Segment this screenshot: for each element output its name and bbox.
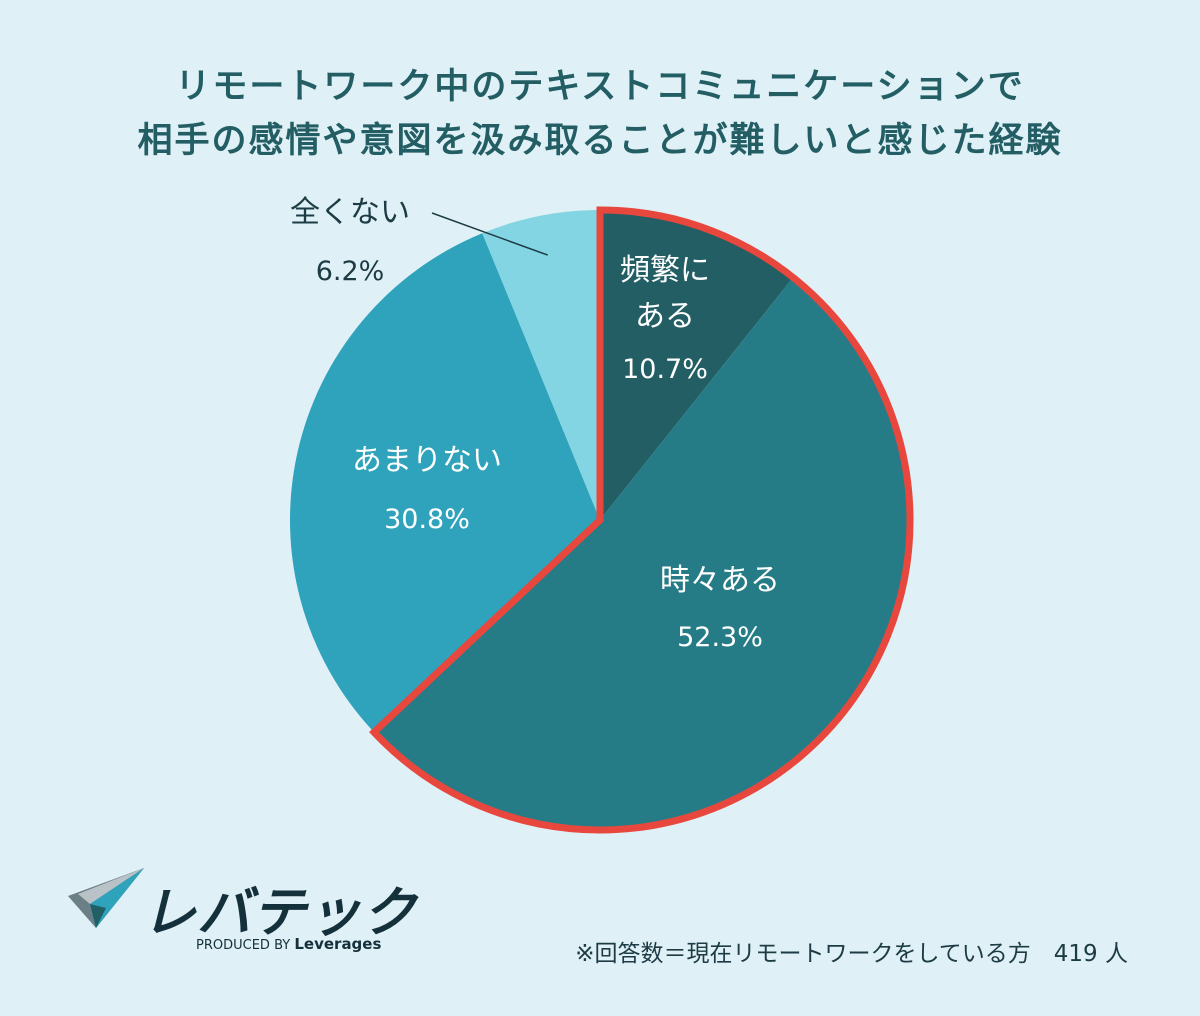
footnote: ※回答数＝現在リモートワークをしている方 419 人 [575, 941, 1128, 967]
slice-value-label: 30.8% [384, 504, 470, 535]
slice-value-label: 6.2% [316, 256, 385, 287]
logo-company: Leverages [294, 935, 382, 953]
slice-value-label: 52.3% [677, 622, 763, 653]
pie-slice [482, 210, 600, 520]
logo-tagline: PRODUCED BY Leverages [196, 935, 381, 953]
chart-title-line2: 相手の感情や意図を汲み取ることが難しいと感じた経験 [137, 121, 1063, 161]
pie-slice [600, 210, 794, 520]
logo-text: レバテック [142, 881, 417, 944]
highlight-outline [369, 206, 914, 834]
slice-label: ある [635, 299, 695, 334]
logo-mark-icon [68, 868, 144, 928]
chart-title-line1: リモートワーク中のテキストコミュニケーションで [175, 67, 1025, 107]
slice-label: あまりない [352, 443, 502, 478]
pie-slice [290, 233, 600, 733]
leader-line [431, 212, 548, 256]
logo-produced-by: PRODUCED BY [196, 938, 291, 953]
slice-value-label: 10.7% [622, 354, 708, 385]
slice-label: 全くない [290, 195, 410, 230]
pie-slice [374, 277, 911, 831]
slice-label: 頻繁に [620, 253, 710, 288]
slice-label: 時々ある [660, 563, 780, 598]
